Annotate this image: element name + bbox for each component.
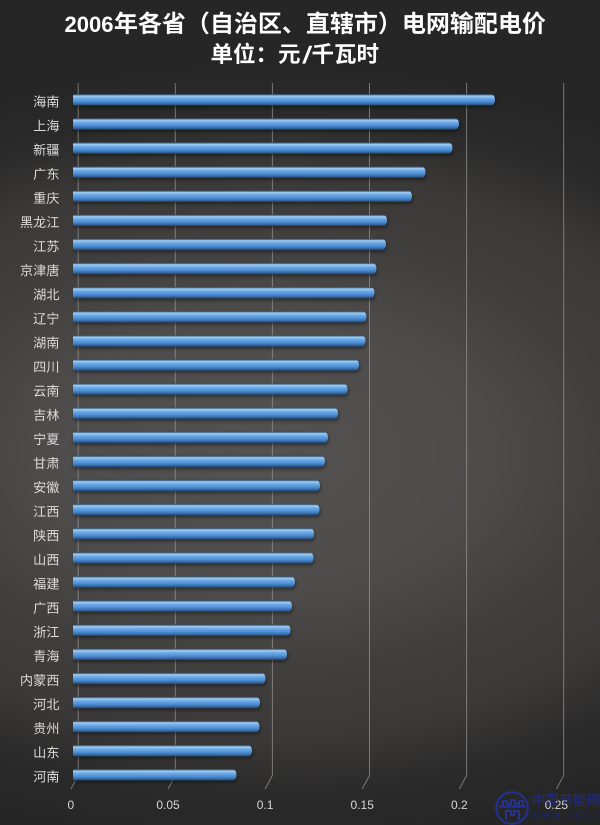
svg-text:0.2: 0.2 xyxy=(451,798,468,812)
svg-text:0: 0 xyxy=(68,798,75,812)
svg-text:0.05: 0.05 xyxy=(156,798,180,812)
svg-text:0.1: 0.1 xyxy=(257,798,274,812)
svg-text:WWW.QES.CN: WWW.QES.CN xyxy=(531,811,600,821)
svg-text:2006: 2006 xyxy=(65,12,114,37)
svg-text:0.15: 0.15 xyxy=(351,798,375,812)
